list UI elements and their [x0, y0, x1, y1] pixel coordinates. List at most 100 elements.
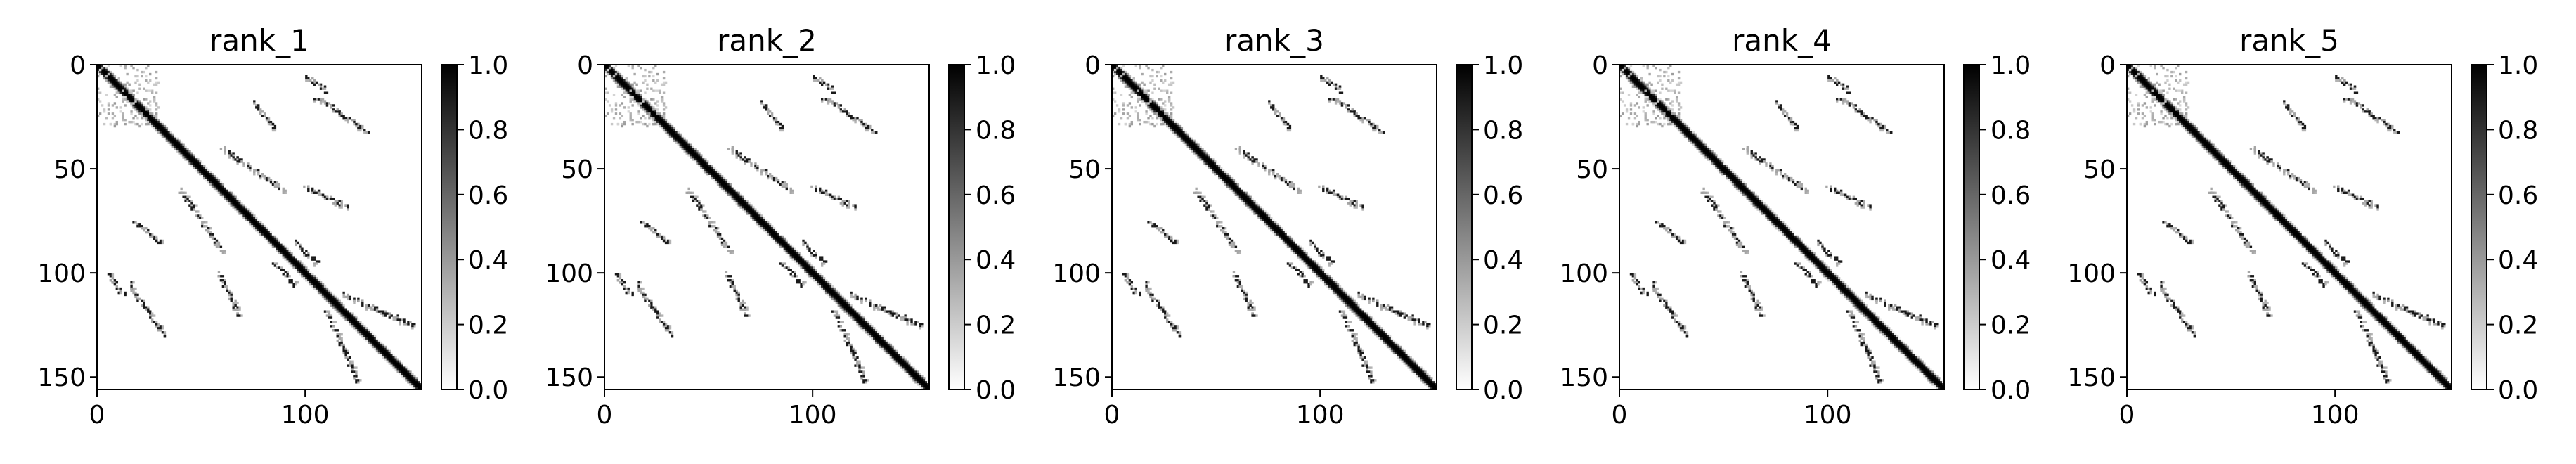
diagonal-cell — [349, 321, 351, 323]
diagonal-cell — [896, 363, 898, 365]
diagonal-cell — [1302, 260, 1304, 262]
diagonal-cell — [1314, 273, 1316, 275]
diagonal-cell — [1260, 217, 1262, 219]
diagonal-cell — [1122, 77, 1125, 79]
diagonal-cell — [808, 269, 810, 271]
diagonal-cell — [794, 252, 796, 254]
diagonal-cell — [869, 325, 871, 327]
diagonal-cell — [667, 127, 669, 129]
diagonal-cell — [249, 219, 251, 221]
contact-cell — [694, 200, 696, 202]
diagonal-cell — [224, 194, 226, 196]
diagonal-cell — [370, 333, 372, 335]
diagonal-cell — [715, 169, 717, 171]
contact-cell — [715, 229, 717, 231]
diagonal-cell — [160, 129, 162, 131]
diagonal-cell — [898, 354, 900, 356]
diagonal-cell — [1187, 146, 1189, 148]
contact-cell — [734, 285, 736, 288]
noise-cell — [633, 100, 635, 102]
diagonal-cell — [784, 250, 786, 252]
diagonal-cell — [365, 327, 368, 329]
diagonal-cell — [261, 229, 264, 231]
diagonal-cell — [769, 229, 771, 231]
diagonal-cell — [831, 288, 834, 290]
diagonal-cell — [827, 281, 829, 283]
diagonal-cell — [1135, 90, 1137, 92]
diagonal-cell — [690, 146, 692, 148]
diagonal-cell — [182, 152, 184, 154]
contact-cell — [717, 233, 719, 236]
diagonal-cell — [283, 248, 285, 250]
diagonal-cell — [706, 171, 708, 173]
diagonal-cell — [1243, 196, 1245, 198]
diagonal-cell — [186, 158, 188, 160]
diagonal-cell — [613, 79, 615, 82]
diagonal-cell — [623, 82, 626, 84]
contact-cell — [118, 292, 120, 294]
diagonal-cell — [856, 321, 858, 323]
contact-cell — [790, 188, 792, 190]
diagonal-cell — [297, 266, 299, 269]
diagonal-cell — [862, 325, 865, 327]
diagonal-cell — [890, 354, 892, 356]
diagonal-cell — [1343, 290, 1345, 292]
diagonal-cell — [736, 202, 738, 204]
diagonal-cell — [1185, 138, 1187, 140]
diagonal-cell — [1241, 196, 1243, 198]
contact-cell — [646, 225, 648, 227]
diagonal-cell — [1270, 219, 1272, 221]
diagonal-cell — [120, 82, 122, 84]
diagonal-cell — [238, 204, 240, 206]
diagonal-cell — [1239, 196, 1241, 198]
diagonal-cell — [409, 381, 411, 383]
diagonal-cell — [411, 373, 413, 375]
diagonal-cell — [1309, 262, 1312, 264]
contact-cell — [259, 177, 261, 179]
diagonal-cell — [808, 271, 810, 273]
diagonal-cell — [842, 296, 844, 298]
noise-cell — [141, 75, 143, 77]
diagonal-cell — [1195, 148, 1197, 150]
contact-cell — [143, 304, 145, 307]
diagonal-cell — [207, 173, 209, 175]
diagonal-cell — [1368, 316, 1370, 318]
diagonal-cell — [278, 248, 280, 250]
contact-cell — [654, 307, 656, 309]
contact-cell — [389, 316, 391, 318]
diagonal-cell — [1283, 229, 1285, 231]
noise-cell — [642, 98, 644, 100]
diagonal-cell — [190, 160, 193, 162]
contact-cell — [862, 375, 865, 377]
diagonal-cell — [694, 152, 696, 154]
diagonal-cell — [650, 104, 652, 106]
diagonal-cell — [374, 348, 376, 350]
diagonal-cell — [242, 217, 245, 219]
contact-cell — [324, 88, 326, 90]
contact-cell — [890, 310, 892, 312]
diagonal-cell — [251, 214, 253, 217]
contact-cell — [330, 314, 332, 316]
contact-cell — [257, 171, 259, 173]
contact-cell — [332, 321, 335, 323]
diagonal-cell — [1168, 121, 1170, 123]
diagonal-cell — [752, 208, 754, 210]
diagonal-cell — [359, 321, 361, 323]
diagonal-cell — [721, 177, 723, 179]
contact-cell — [114, 281, 116, 283]
diagonal-cell — [815, 275, 817, 277]
diagonal-cell — [615, 79, 617, 82]
contact-cell — [727, 279, 730, 281]
diagonal-cell — [1231, 186, 1233, 188]
contact-cell — [736, 150, 738, 152]
diagonal-cell — [172, 140, 174, 142]
diagonal-cell — [1285, 244, 1287, 246]
contact-cell — [307, 252, 309, 254]
noise-cell — [143, 98, 145, 100]
diagonal-cell — [108, 75, 110, 77]
diagonal-cell — [842, 304, 844, 307]
diagonal-cell — [684, 150, 686, 152]
noise-cell — [652, 117, 654, 119]
diagonal-cell — [865, 329, 867, 331]
noise-cell — [116, 96, 118, 98]
